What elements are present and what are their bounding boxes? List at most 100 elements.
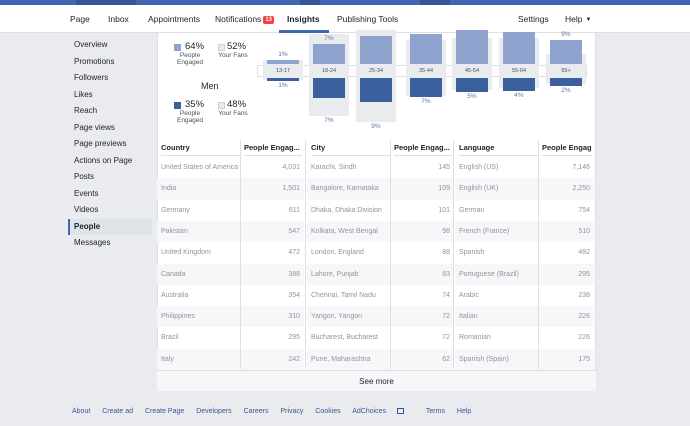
country-table-row: India 1,501 (157, 178, 304, 200)
country-engaged-count: 1,501 (282, 185, 300, 193)
sidebar-item-events[interactable]: Events (74, 188, 99, 198)
page-footer: About Create ad Create Page Developers C… (72, 408, 481, 415)
footer-about-link[interactable]: About (72, 408, 91, 415)
women-age-bar[interactable] (267, 60, 299, 64)
men-age-bar[interactable] (410, 78, 442, 97)
footer-help-link[interactable]: Help (456, 408, 472, 415)
settings-link[interactable]: Settings (518, 14, 549, 24)
city-name: Pune, Maharashtra (311, 355, 371, 363)
language-engaged-column-header[interactable]: People Engag... (542, 140, 592, 156)
see-more-button[interactable]: See more (157, 370, 596, 391)
city-engaged-count: 145 (438, 164, 450, 171)
insights-sidebar: Overview Promotions Followers Likes Reac… (68, 37, 152, 252)
city-engaged-count: 72 (442, 334, 450, 342)
language-table-row: Spanish 492 (455, 242, 594, 263)
women-engaged-swatch (174, 44, 181, 51)
country-engaged-count: 4,031 (282, 164, 300, 171)
country-table-row: Pakistan 547 (157, 220, 304, 243)
tab-notifications[interactable]: Notifications 13 (215, 14, 274, 24)
country-engaged-count: 295 (288, 334, 300, 342)
city-engaged-column-header[interactable]: People Engag... (394, 140, 452, 156)
women-age-bar[interactable] (503, 32, 535, 64)
women-age-bar[interactable] (313, 44, 345, 64)
sidebar-item-posts[interactable]: Posts (74, 172, 95, 181)
sidebar-item-followers[interactable]: Followers (74, 73, 109, 82)
language-engaged-count: 238 (578, 291, 590, 299)
city-engaged-count: 98 (442, 227, 450, 235)
men-engaged-pct: 35% (185, 99, 205, 110)
city-engaged-count: 83 (442, 270, 450, 278)
footer-terms-link[interactable]: Terms (425, 408, 445, 415)
country-engaged-count: 547 (288, 227, 300, 235)
tab-appointments[interactable]: Appointments (148, 14, 200, 24)
city-table-row: London, England 88 (307, 242, 454, 263)
sidebar-item-overview[interactable]: Overview (74, 40, 108, 49)
table-divider (453, 140, 454, 369)
sidebar-item-messages[interactable]: Messages (74, 238, 111, 247)
men-age-bar[interactable] (456, 78, 488, 92)
men-age-bar[interactable] (503, 78, 535, 91)
notification-count-badge: 13 (263, 16, 274, 24)
fans-bar (263, 60, 303, 80)
language-column-header[interactable]: Language (459, 140, 538, 156)
women-age-bar[interactable] (360, 36, 392, 64)
country-table-row: Philippines 310 (157, 306, 304, 328)
women-age-pct: 1% (278, 51, 288, 58)
tab-page[interactable]: Page (70, 14, 90, 24)
age-group-label: 18-24 (321, 68, 337, 74)
men-age-pct: 1% (278, 82, 288, 89)
footer-adchoices-link[interactable]: AdChoices (352, 408, 414, 415)
language-engaged-count: 7,146 (572, 164, 590, 171)
language-name: Arabic (459, 291, 479, 299)
men-age-pct: 5% (467, 93, 477, 100)
city-table-row: Yangon, Yangon 72 (307, 306, 454, 328)
country-engaged-column-header[interactable]: People Engag... (244, 140, 302, 156)
footer-create-ad-link[interactable]: Create ad (102, 408, 133, 415)
women-age-bar[interactable] (550, 40, 582, 64)
men-age-bar[interactable] (313, 78, 345, 98)
country-column-header[interactable]: Country (161, 140, 240, 156)
footer-careers-link[interactable]: Careers (243, 408, 269, 415)
women-age-bar[interactable] (456, 30, 488, 64)
help-menu[interactable]: Help ▼ (565, 14, 591, 24)
column-divider (390, 140, 391, 369)
sidebar-item-actions-on-page[interactable]: Actions on Page (74, 155, 133, 165)
country-name: Philippines (161, 313, 195, 321)
city-name: Kolkata, West Bengal (311, 227, 378, 235)
footer-create-page-link[interactable]: Create Page (144, 408, 185, 415)
age-group-label: 35-44 (418, 68, 434, 74)
city-name: Dhaka, Dhaka Division (311, 206, 382, 214)
men-age-bar[interactable] (267, 78, 299, 81)
men-age-pct: 2% (561, 87, 571, 94)
city-column-header[interactable]: City (311, 140, 390, 156)
city-engaged-count: 109 (438, 185, 450, 193)
sidebar-item-promotions[interactable]: Promotions (74, 56, 115, 66)
footer-adchoices-label: AdChoices (352, 408, 387, 415)
language-engaged-count: 2,250 (572, 185, 590, 193)
country-engaged-count: 472 (288, 249, 300, 257)
language-table-row: Arabic 238 (455, 285, 594, 306)
sidebar-item-likes[interactable]: Likes (74, 89, 93, 99)
women-age-bar[interactable] (410, 34, 442, 64)
age-group-label: 45-54 (464, 68, 480, 74)
sidebar-item-people[interactable]: People (68, 218, 152, 235)
sidebar-item-reach[interactable]: Reach (74, 106, 98, 115)
men-age-bar[interactable] (360, 78, 392, 102)
sidebar-item-page-previews[interactable]: Page previews (74, 139, 127, 148)
country-name: Italy (161, 355, 174, 363)
city-table-row: Lahore, Punjab 83 (307, 263, 454, 285)
tab-insights[interactable]: Insights (287, 14, 320, 24)
footer-cookies-link[interactable]: Cookies (315, 408, 341, 415)
city-table-row: Kolkata, West Bengal 98 (307, 220, 454, 243)
age-group-label: 65+ (561, 68, 571, 74)
footer-developers-link[interactable]: Developers (196, 408, 232, 415)
tab-inbox[interactable]: Inbox (108, 14, 129, 24)
age-group-label: 55-64 (511, 68, 527, 74)
sidebar-item-page-views[interactable]: Page views (74, 122, 115, 132)
city-table-row: Karachi, Sindh 145 (307, 157, 454, 178)
footer-privacy-link[interactable]: Privacy (280, 408, 304, 415)
tab-publishing-tools[interactable]: Publishing Tools (337, 14, 399, 24)
country-name: Brazil (161, 334, 179, 342)
men-age-bar[interactable] (550, 78, 582, 86)
sidebar-item-videos[interactable]: Videos (74, 205, 99, 214)
